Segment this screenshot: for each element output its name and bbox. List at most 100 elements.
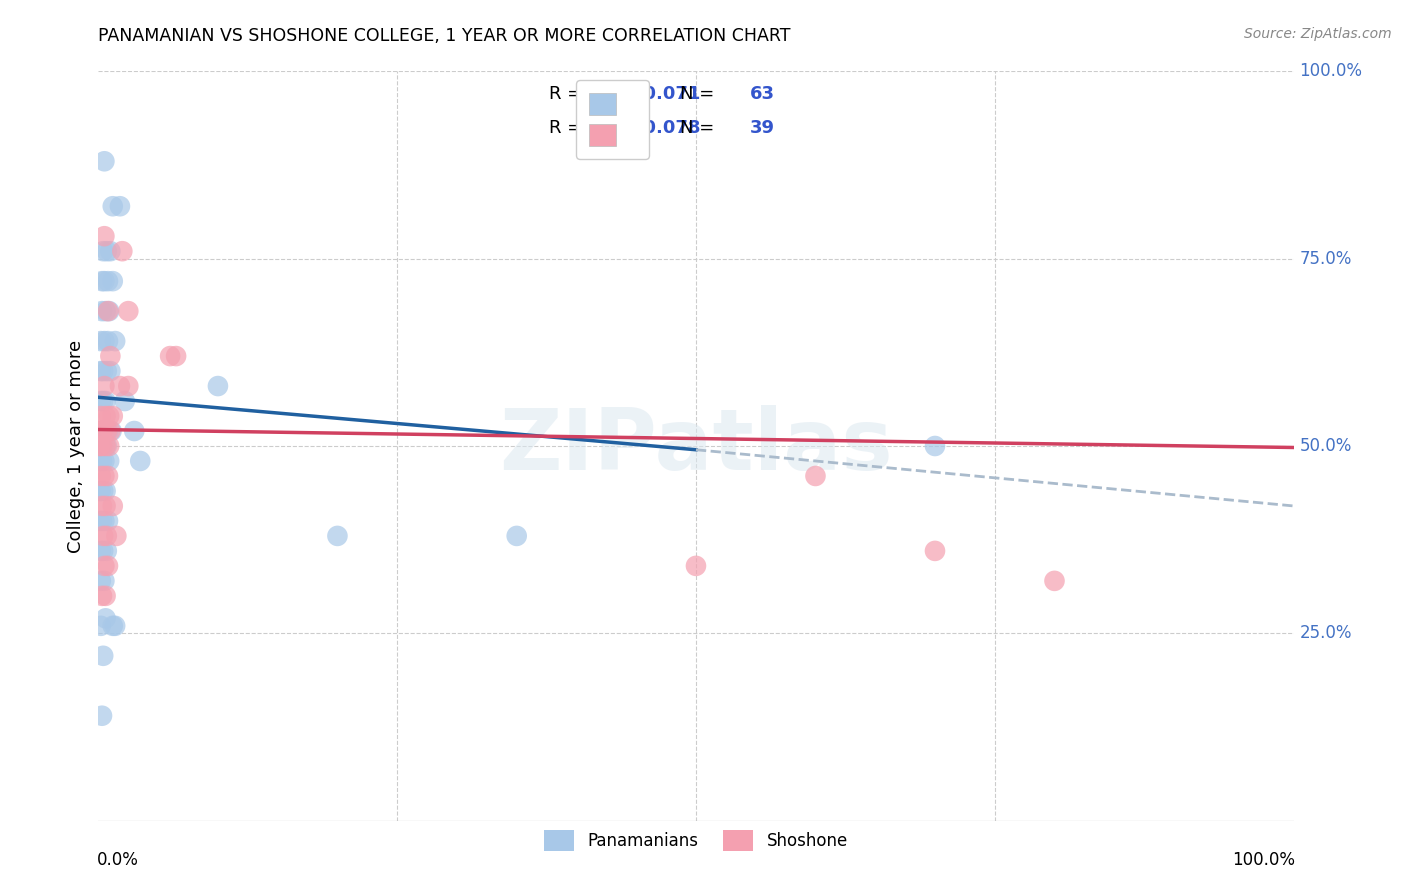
Text: 75.0%: 75.0% xyxy=(1299,250,1353,268)
Point xyxy=(93,514,115,528)
Point xyxy=(91,424,114,438)
Point xyxy=(93,229,115,244)
Point xyxy=(94,483,117,498)
Text: -0.071: -0.071 xyxy=(637,85,700,103)
Point xyxy=(90,334,112,348)
Legend: Panamanians, Shoshone: Panamanians, Shoshone xyxy=(537,823,855,857)
Point xyxy=(111,244,134,259)
Point xyxy=(91,274,114,288)
Text: R =: R = xyxy=(550,85,589,103)
Point xyxy=(114,394,136,409)
Point xyxy=(93,454,115,468)
Text: 100.0%: 100.0% xyxy=(1299,62,1362,80)
Point xyxy=(91,424,114,438)
Text: N =: N = xyxy=(681,119,720,136)
Point xyxy=(91,708,114,723)
Text: 63: 63 xyxy=(749,85,775,103)
Point xyxy=(91,394,114,409)
Point xyxy=(94,611,117,625)
Text: ZIPatlas: ZIPatlas xyxy=(499,404,893,488)
Point xyxy=(93,334,115,348)
Point xyxy=(89,483,111,498)
Point xyxy=(89,439,111,453)
Point xyxy=(96,544,118,558)
Text: 100.0%: 100.0% xyxy=(1232,851,1295,869)
Text: 0.0%: 0.0% xyxy=(97,851,139,869)
Point xyxy=(91,439,114,453)
Point xyxy=(685,558,707,573)
Point xyxy=(91,364,114,378)
Point xyxy=(108,379,131,393)
Point xyxy=(96,244,118,259)
Point xyxy=(91,648,114,663)
Text: R =: R = xyxy=(550,119,589,136)
Point xyxy=(129,454,152,468)
Point xyxy=(924,544,946,558)
Point xyxy=(101,409,124,423)
Point xyxy=(97,514,120,528)
Point xyxy=(98,454,121,468)
Point xyxy=(101,499,124,513)
Point xyxy=(91,529,114,543)
Point xyxy=(124,424,146,438)
Text: 25.0%: 25.0% xyxy=(1299,624,1353,642)
Point xyxy=(93,424,115,438)
Point xyxy=(97,304,120,318)
Point xyxy=(94,439,117,453)
Point xyxy=(97,558,120,573)
Point xyxy=(96,364,118,378)
Point xyxy=(96,529,118,543)
Point xyxy=(90,544,112,558)
Point xyxy=(90,394,112,409)
Point xyxy=(94,409,117,423)
Point xyxy=(100,424,122,438)
Point xyxy=(165,349,187,363)
Point xyxy=(98,409,121,423)
Point xyxy=(96,424,118,438)
Point xyxy=(93,558,115,573)
Point xyxy=(108,199,131,213)
Point xyxy=(93,469,115,483)
Point xyxy=(105,529,128,543)
Point xyxy=(101,274,124,288)
Point xyxy=(94,304,117,318)
Text: N =: N = xyxy=(681,85,720,103)
Point xyxy=(90,424,112,438)
Point xyxy=(91,439,114,453)
Point xyxy=(90,483,112,498)
Point xyxy=(326,529,349,543)
Point xyxy=(97,334,120,348)
Point xyxy=(97,274,120,288)
Point xyxy=(98,244,122,259)
Point xyxy=(91,244,114,259)
Point xyxy=(90,409,112,423)
Point xyxy=(90,364,112,378)
Point xyxy=(98,304,121,318)
Point xyxy=(117,304,139,318)
Text: -0.078: -0.078 xyxy=(637,119,700,136)
Point xyxy=(89,454,111,468)
Point xyxy=(98,364,122,378)
Point xyxy=(90,469,112,483)
Point xyxy=(89,439,111,453)
Point xyxy=(91,304,114,318)
Point xyxy=(94,499,117,513)
Text: 50.0%: 50.0% xyxy=(1299,437,1353,455)
Point xyxy=(97,424,120,438)
Point xyxy=(89,514,111,528)
Point xyxy=(1043,574,1066,588)
Point xyxy=(91,454,114,468)
Point xyxy=(101,199,124,213)
Point xyxy=(93,154,115,169)
Point xyxy=(93,274,115,288)
Point xyxy=(804,469,827,483)
Point xyxy=(97,469,120,483)
Point xyxy=(117,379,139,393)
Text: PANAMANIAN VS SHOSHONE COLLEGE, 1 YEAR OR MORE CORRELATION CHART: PANAMANIAN VS SHOSHONE COLLEGE, 1 YEAR O… xyxy=(98,27,792,45)
Point xyxy=(89,424,111,438)
Point xyxy=(104,619,127,633)
Point xyxy=(159,349,181,363)
Point xyxy=(104,334,127,348)
Point xyxy=(93,574,115,588)
Point xyxy=(91,499,114,513)
